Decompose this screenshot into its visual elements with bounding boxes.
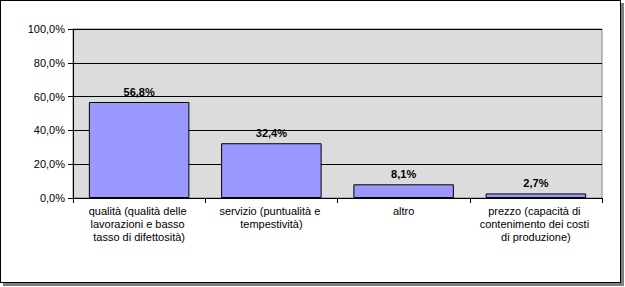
svg-text:2,7%: 2,7% [523,177,548,189]
svg-text:altro: altro [393,205,414,217]
svg-text:lavorazioni e basso: lavorazioni e basso [91,218,188,230]
svg-text:8,1%: 8,1% [391,168,416,180]
svg-text:80,0%: 80,0% [34,57,65,69]
svg-text:contenimento dei costi: contenimento dei costi [480,218,593,230]
svg-text:0,0%: 0,0% [40,192,65,204]
svg-text:32,4%: 32,4% [256,127,287,139]
svg-text:tasso di difettosità): tasso di difettosità) [93,231,185,243]
svg-text:servizio (puntualità e: servizio (puntualità e [219,205,323,217]
svg-text:tempestività): tempestività) [240,218,302,230]
svg-text:56,8%: 56,8% [124,86,155,98]
svg-text:100,0%: 100,0% [28,23,66,35]
svg-text:40,0%: 40,0% [34,124,65,136]
svg-text:qualità (qualità delle: qualità (qualità delle [89,205,190,217]
svg-text:di produzione): di produzione) [501,231,571,243]
svg-text:60,0%: 60,0% [34,91,65,103]
svg-text:prezzo (capacità di: prezzo (capacità di [488,205,583,217]
svg-text:20,0%: 20,0% [34,158,65,170]
